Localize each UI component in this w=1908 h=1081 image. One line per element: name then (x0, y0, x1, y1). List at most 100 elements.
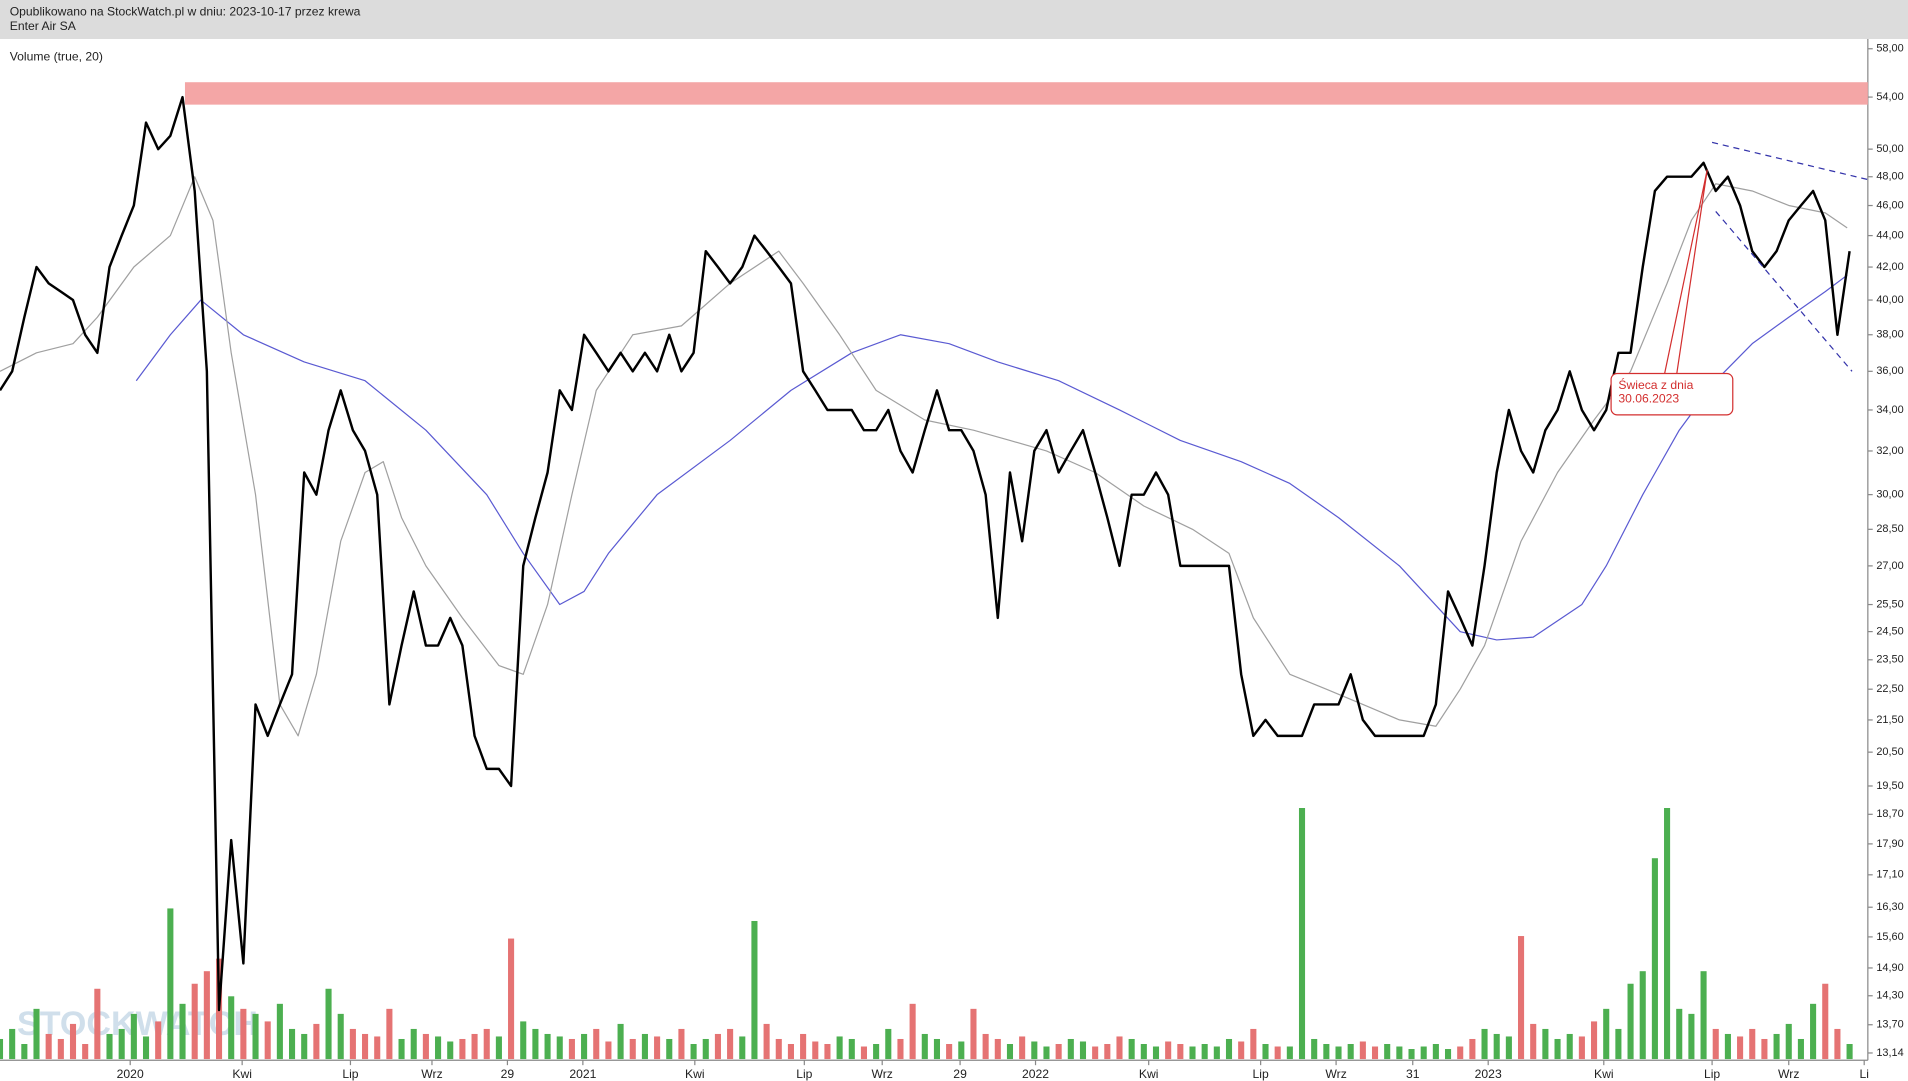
volume-bar (1457, 1046, 1464, 1060)
x-tick-label: 2022 (1022, 1067, 1049, 1081)
volume-bar (1201, 1043, 1208, 1060)
volume-bar (678, 1028, 685, 1060)
x-tick-label: Lip (796, 1067, 812, 1081)
volume-bar (1822, 983, 1829, 1060)
volume-bar (142, 1036, 150, 1060)
y-tick-label: 17,90 (1876, 838, 1903, 850)
y-tick-label: 24,50 (1876, 625, 1903, 637)
volume-bar (605, 1041, 612, 1060)
volume-bar (1225, 1038, 1233, 1060)
volume-bar (1019, 1036, 1026, 1060)
price-line (0, 176, 1848, 737)
volume-bar (544, 1033, 551, 1060)
volume-bar (1067, 1038, 1074, 1060)
volume-bar (1006, 1043, 1014, 1060)
x-tick-label: Kwi (1594, 1067, 1614, 1081)
volume-bar (155, 1021, 162, 1060)
volume-bar (921, 1033, 928, 1060)
y-tick-label: 16,30 (1876, 901, 1903, 913)
volume-bar (94, 988, 101, 1060)
x-tick-label: 29 (501, 1067, 515, 1081)
volume-bar (508, 938, 515, 1060)
volume-bar (1603, 1008, 1610, 1060)
y-tick-label: 54,00 (1876, 91, 1903, 103)
y-tick-label: 40,00 (1876, 294, 1903, 306)
volume-bar (1031, 1041, 1038, 1060)
x-tick-label: Lip (342, 1067, 358, 1081)
x-tick-label: 2021 (569, 1067, 596, 1081)
x-tick-label: 31 (1406, 1067, 1420, 1081)
volume-bar (800, 1033, 807, 1060)
volume-bar (130, 1013, 137, 1060)
volume-bar (1396, 1046, 1403, 1060)
volume-bar (1639, 971, 1646, 1060)
price-line (135, 274, 1848, 641)
volume-bar (775, 1038, 782, 1060)
volume-bar (1578, 1036, 1585, 1060)
volume-bar (1286, 1046, 1293, 1060)
volume-bar (337, 1013, 344, 1060)
x-tick-label: Kwi (232, 1067, 252, 1081)
volume-bar (1165, 1041, 1172, 1060)
volume-bar (690, 1043, 697, 1060)
volume-bar (860, 1046, 867, 1060)
volume-bar (1481, 1028, 1488, 1060)
x-tick-label: Wrz (1325, 1067, 1346, 1081)
annotation-text: Świeca z dnia (1618, 377, 1693, 392)
y-tick-label: 58,00 (1876, 43, 1903, 55)
volume-bar (520, 1021, 527, 1060)
y-tick-label: 14,30 (1876, 990, 1903, 1002)
volume-bar (1335, 1046, 1342, 1060)
volume-bar (933, 1038, 941, 1060)
volume-bar (1615, 1028, 1622, 1060)
volume-bar (1298, 808, 1306, 1060)
volume-bar (897, 1038, 904, 1060)
volume-bar (739, 1036, 746, 1060)
annotation-box (1610, 372, 1734, 416)
volume-bar (824, 1043, 831, 1060)
volume-bar (1323, 1043, 1330, 1060)
volume-bar (362, 1033, 369, 1060)
resistance-band (184, 82, 1868, 105)
y-tick-label: 30,00 (1876, 489, 1903, 501)
volume-bar (69, 1023, 77, 1060)
annotation-pointer (1664, 169, 1708, 374)
x-tick-label: 2023 (1475, 1067, 1502, 1081)
volume-bar (459, 1038, 466, 1060)
volume-bar (593, 1028, 600, 1060)
volume-bar (556, 1036, 563, 1060)
volume-bar (1724, 1033, 1731, 1060)
volume-bar (1846, 1043, 1853, 1060)
volume-bar (1810, 1003, 1817, 1060)
volume-bar (654, 1036, 661, 1060)
volume-bar (1505, 1036, 1512, 1060)
volume-bar (1749, 1028, 1756, 1060)
y-tick-label: 50,00 (1876, 143, 1903, 155)
volume-bar (386, 1008, 393, 1060)
volume-bar (1761, 1038, 1768, 1060)
volume-bar (325, 988, 332, 1060)
volume-bar (1700, 971, 1707, 1060)
volume-bar (994, 1038, 1001, 1060)
volume-bar (1664, 808, 1671, 1060)
volume-bar (763, 1023, 770, 1060)
volume-bar (349, 1028, 356, 1060)
y-tick-label: 25,50 (1876, 598, 1903, 610)
volume-bar (1384, 1043, 1391, 1060)
x-tick-label: Wrz (872, 1067, 893, 1081)
volume-bar (1347, 1043, 1354, 1060)
y-tick-label: 18,70 (1876, 808, 1903, 820)
volume-bar (435, 1036, 442, 1060)
volume-bar (410, 1028, 417, 1060)
header-bar (0, 0, 1908, 39)
volume-bar (1250, 1028, 1257, 1060)
volume-bar (1128, 1038, 1135, 1060)
volume-bar (702, 1038, 709, 1060)
y-tick-label: 48,00 (1876, 171, 1903, 183)
x-tick-label: Wrz (1778, 1067, 1799, 1081)
volume-bar (1420, 1046, 1427, 1060)
volume-bar (191, 983, 198, 1060)
volume-bar (374, 1036, 381, 1060)
volume-bar (1371, 1046, 1379, 1060)
volume-bar (179, 1003, 186, 1060)
